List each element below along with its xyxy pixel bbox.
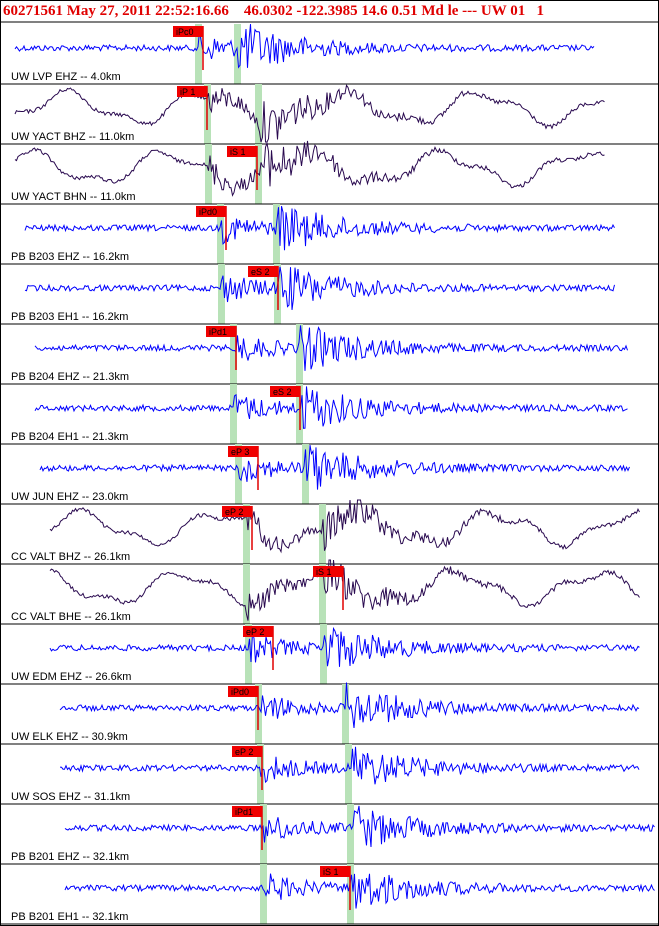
waveform (14, 140, 605, 197)
event-header: 60271561 May 27, 2011 22:52:16.66 46.030… (3, 3, 544, 19)
pick-label: iS 1 (230, 147, 246, 157)
pick-label: eP 2 (235, 747, 253, 757)
pick-label: iS 1 (323, 867, 339, 877)
s-window (319, 504, 326, 564)
waveform (49, 499, 640, 554)
trace-row: iPd0 PB B203 EHZ -- 16.2km (0, 204, 659, 265)
pick-flag (227, 146, 257, 157)
pick-label: eS 2 (273, 387, 292, 397)
waveform (59, 746, 640, 785)
trace-label: UW EDM EHZ -- 26.6km (11, 671, 131, 683)
pick-label: iPd1 (209, 327, 227, 337)
trace-row: iPd1 PB B204 EHZ -- 21.3km (0, 324, 659, 385)
trace-label: PB B201 EH1 -- 32.1km (11, 911, 128, 923)
waveform (24, 205, 615, 251)
trace-row: iP 1 UW YACT BHZ -- 11.0km (0, 84, 659, 145)
waveform (59, 682, 640, 728)
trace-row: eP 2 UW EDM EHZ -- 26.6km (0, 624, 659, 685)
waveform (14, 24, 595, 69)
pick-label: eP 3 (231, 447, 249, 457)
trace-label: CC VALT BHE -- 26.1km (11, 611, 131, 623)
trace-label: PB B204 EH1 -- 21.3km (11, 431, 128, 443)
trace-label: UW ELK EHZ -- 30.9km (11, 731, 128, 743)
pick-label: eS 2 (251, 267, 270, 277)
p-window (245, 624, 252, 684)
trace-row: eS 2 PB B204 EH1 -- 21.3km (0, 384, 659, 445)
s-window (320, 624, 327, 684)
p-window (230, 324, 237, 384)
pick-flag (177, 86, 207, 97)
pick-flag (228, 686, 258, 697)
trace-label: PB B203 EHZ -- 16.2km (11, 251, 129, 263)
trace-row: iS 1 CC VALT BHE -- 26.1km (0, 559, 659, 625)
waveform (49, 559, 640, 621)
s-window (255, 84, 262, 144)
trace-label: PB B201 EHZ -- 32.1km (11, 851, 129, 863)
p-window (260, 864, 267, 924)
waveform (49, 626, 640, 667)
trace-label: UW JUN EHZ -- 23.0km (11, 491, 128, 503)
waveform (24, 266, 615, 310)
pick-label: iP 1 (180, 87, 195, 97)
p-window (218, 264, 225, 324)
pick-flag (232, 746, 262, 757)
pick-flag (196, 206, 226, 217)
trace-label: UW LVP EHZ -- 4.0km (11, 71, 121, 83)
pick-label: iPc0 (176, 27, 194, 37)
p-window (217, 204, 224, 264)
pick-flag (320, 866, 350, 877)
s-window (319, 564, 326, 624)
pick-flag (228, 446, 258, 457)
pick-label: iS 1 (316, 567, 332, 577)
s-window (302, 444, 309, 504)
p-window (243, 564, 250, 624)
pick-label: iPd0 (199, 207, 217, 217)
waveform (64, 873, 655, 909)
trace-row: iPd0 UW ELK EHZ -- 30.9km (0, 682, 659, 745)
waveform (34, 386, 628, 429)
pick-flag (248, 266, 278, 277)
waveform (34, 325, 628, 371)
s-window (345, 744, 352, 804)
s-window (273, 204, 280, 264)
pick-flag (173, 26, 203, 37)
trace-label: PB B204 EHZ -- 21.3km (11, 371, 129, 383)
trace-row: eP 3 UW JUN EHZ -- 23.0km (0, 444, 659, 505)
waveform (14, 84, 605, 143)
p-window (243, 504, 250, 564)
pick-label: eP 2 (246, 627, 264, 637)
trace-row: iPc0 UW LVP EHZ -- 4.0km (0, 24, 659, 85)
pick-label: iPd0 (231, 687, 249, 697)
trace-row: eP 2 UW SOS EHZ -- 31.1km (0, 744, 659, 805)
pick-label: eP 2 (225, 507, 243, 517)
waveform (39, 445, 630, 490)
waveform (64, 805, 655, 848)
pick-label: iPd1 (235, 807, 253, 817)
s-window (347, 804, 354, 864)
trace-label: UW YACT BHZ -- 11.0km (11, 131, 134, 143)
pick-flag (222, 506, 252, 517)
pick-flag (270, 386, 300, 397)
trace-label: CC VALT BHZ -- 26.1km (11, 551, 130, 563)
trace-label: UW YACT BHN -- 11.0km (11, 191, 135, 203)
pick-flag (313, 566, 343, 577)
p-window (230, 384, 237, 444)
s-window (342, 684, 349, 744)
trace-label: UW SOS EHZ -- 31.1km (11, 791, 130, 803)
pick-flag (232, 806, 262, 817)
trace-row: iPd1 PB B201 EHZ -- 32.1km (0, 804, 659, 865)
trace-row: iS 1 UW YACT BHN -- 11.0km (0, 140, 659, 205)
p-window (205, 144, 212, 204)
pick-flag (243, 626, 273, 637)
trace-row: eP 2 CC VALT BHZ -- 26.1km (0, 499, 659, 565)
trace-label: PB B203 EH1 -- 16.2km (11, 311, 128, 323)
trace-row: iS 1 PB B201 EH1 -- 32.1km (0, 864, 659, 925)
p-window (195, 24, 202, 84)
trace-row: eS 2 PB B203 EH1 -- 16.2km (0, 264, 659, 325)
s-window (296, 324, 303, 384)
pick-flag (206, 326, 236, 337)
